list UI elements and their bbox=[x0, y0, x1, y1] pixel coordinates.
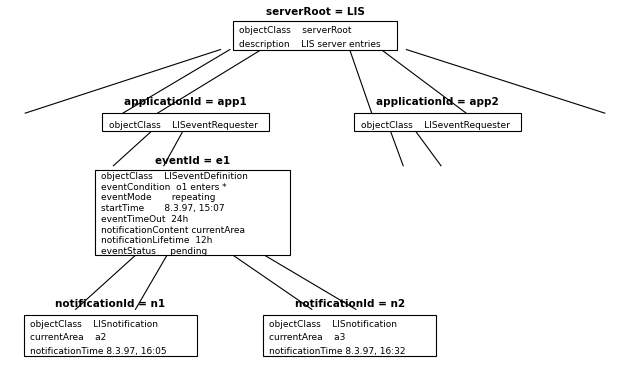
Text: objectClass    LISeventDefinition: objectClass LISeventDefinition bbox=[101, 172, 248, 181]
Text: objectClass    LISnotification: objectClass LISnotification bbox=[270, 320, 398, 328]
Text: eventStatus     pending: eventStatus pending bbox=[101, 247, 207, 256]
Text: notificationLifetime  12h: notificationLifetime 12h bbox=[101, 236, 212, 245]
Text: eventId = e1: eventId = e1 bbox=[154, 156, 230, 166]
Text: notificationId = n2: notificationId = n2 bbox=[295, 299, 404, 309]
Text: notificationTime 8.3.97, 16:32: notificationTime 8.3.97, 16:32 bbox=[270, 347, 406, 356]
Text: notificationContent currentArea: notificationContent currentArea bbox=[101, 226, 245, 235]
Text: eventMode       repeating: eventMode repeating bbox=[101, 194, 215, 202]
FancyBboxPatch shape bbox=[263, 315, 437, 356]
Text: eventTimeOut  24h: eventTimeOut 24h bbox=[101, 215, 188, 224]
Text: objectClass    LISeventRequester: objectClass LISeventRequester bbox=[360, 120, 510, 130]
Text: notificationId = n1: notificationId = n1 bbox=[55, 299, 165, 309]
Text: objectClass    LISnotification: objectClass LISnotification bbox=[30, 320, 158, 328]
FancyBboxPatch shape bbox=[94, 170, 290, 255]
Text: currentArea    a2: currentArea a2 bbox=[30, 333, 106, 342]
FancyBboxPatch shape bbox=[233, 21, 397, 50]
Text: eventCondition  o1 enters *: eventCondition o1 enters * bbox=[101, 183, 226, 192]
Text: description    LIS server entries: description LIS server entries bbox=[239, 40, 381, 49]
Text: applicationId = app2: applicationId = app2 bbox=[377, 97, 499, 107]
Text: currentArea    a3: currentArea a3 bbox=[270, 333, 346, 342]
FancyBboxPatch shape bbox=[23, 315, 197, 356]
Text: serverRoot = LIS: serverRoot = LIS bbox=[266, 7, 364, 17]
FancyBboxPatch shape bbox=[102, 113, 270, 131]
Text: applicationId = app1: applicationId = app1 bbox=[125, 97, 247, 107]
Text: objectClass    serverRoot: objectClass serverRoot bbox=[239, 26, 352, 35]
Text: notificationTime 8.3.97, 16:05: notificationTime 8.3.97, 16:05 bbox=[30, 347, 166, 356]
Text: objectClass    LISeventRequester: objectClass LISeventRequester bbox=[108, 120, 258, 130]
Text: startTime       8.3.97, 15:07: startTime 8.3.97, 15:07 bbox=[101, 204, 224, 213]
FancyBboxPatch shape bbox=[354, 113, 522, 131]
